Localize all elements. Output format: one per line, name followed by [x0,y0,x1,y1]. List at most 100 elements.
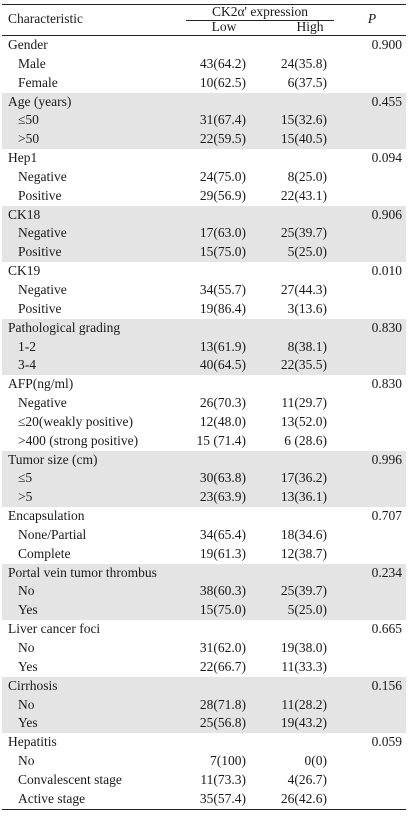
table-row: ≤20(weakly positive) 12(48.0) 13(52.0) [2,413,406,432]
subgroup-label: Positive [18,244,62,260]
characteristic-group: Age (years) 0.455 ≤50 31(67.4) 15(32.6) >50 22… [2,92,406,150]
low-count: 30(63.8) [199,470,246,486]
p-value: 0.906 [371,206,402,222]
high-count: 22(35.5) [280,357,327,373]
subgroup-label: No [18,753,35,769]
subgroup-label: ≤50 [18,112,39,128]
p-value: 0.707 [371,508,402,524]
group-label: Encapsulation [8,508,85,524]
table-row: Positive 29(56.9) 22(43.1) [2,187,406,206]
high-count: 22(43.1) [280,187,327,203]
subgroup-label: >50 [18,131,40,147]
group-header-row: AFP(ng/ml) 0.830 [2,375,406,394]
table-row: 3-4 40(64.5) 22(35.5) [2,356,406,375]
low-count: 24(75.0) [199,168,246,184]
table-bottom-rule [2,808,406,810]
low-count: 26(70.3) [199,395,246,411]
high-count: 19(43.2) [280,715,327,731]
characteristics-table: Characteristic CK2α' expression Low High… [2,4,406,810]
subgroup-label: Active stage [18,790,86,806]
low-count: 25(56.8) [199,715,246,731]
low-count: 7(100) [210,753,246,769]
subgroup-label: Negative [18,168,67,184]
high-count: 13(36.1) [280,489,327,505]
header-expression: CK2α' expression [211,4,309,19]
low-count: 34(65.4) [199,526,246,542]
group-label: Pathological grading [8,319,121,335]
low-count: 29(56.9) [199,187,246,203]
low-count: 40(64.5) [199,357,246,373]
group-label: CK19 [8,263,41,279]
group-header-row: Age (years) 0.455 [2,93,406,112]
subgroup-label: Positive [18,300,62,316]
table-row: Yes 25(56.8) 19(43.2) [2,714,406,733]
table-row: 1-2 13(61.9) 8(38.1) [2,338,406,357]
low-count: 12(48.0) [199,413,246,429]
group-label: Tumor size (cm) [8,451,98,467]
table-row: Active stage 35(57.4) 26(42.6) [2,790,406,809]
low-count: 13(61.9) [199,338,246,354]
characteristic-group: Tumor size (cm) 0.996 ≤5 30(63.8) 17(36.2) >5… [2,450,406,508]
characteristic-group: Pathological grading 0.830 1-2 13(61.9) 8(38… [2,318,406,376]
high-count: 19(38.0) [280,640,327,655]
high-count: 26(42.6) [280,790,327,806]
p-value: 0.830 [371,376,402,392]
low-count: 35(57.4) [199,790,246,806]
group-label: CK18 [8,206,41,222]
high-count: 4(26.7) [287,771,327,787]
group-header-row: Encapsulation 0.707 [2,507,406,526]
high-count: 18(34.6) [280,526,327,542]
subgroup-label: Yes [18,715,38,731]
characteristic-group: AFP(ng/ml) 0.830 Negative 26(70.3) 11(29.7) ≤… [2,375,406,450]
table-row: >400 (strong positive) 15 (71.4) 6 (28.6) [2,432,406,451]
p-value: 0.059 [371,734,402,750]
subgroup-label: No [18,583,35,599]
table-row: Female 10(62.5) 6(37.5) [2,74,406,93]
low-count: 19(61.3) [199,545,246,561]
subgroup-label: Negative [18,281,67,297]
p-value: 0.156 [371,677,402,693]
table-row: ≤5 30(63.8) 17(36.2) [2,469,406,488]
characteristic-group: CK19 0.010 Negative 34(55.7) 27(44.3) Positiv… [2,262,406,319]
subgroup-label: >5 [18,489,33,505]
high-count: 3(13.6) [287,300,327,316]
table-row: No 28(71.8) 11(28.2) [2,696,406,715]
table-body: Gender 0.900 Male 43(64.2) 24(35.8) Female 10(… [2,36,406,809]
group-label: Cirrhosis [8,677,58,693]
high-count: 5(25.0) [287,602,327,618]
high-count: 25(39.7) [280,583,327,599]
subgroup-label: Complete [18,545,71,561]
table-row: No 7(100) 0(0) [2,752,406,771]
low-count: 17(63.0) [199,225,246,241]
low-count: 43(64.2) [199,55,246,71]
low-count: 31(67.4) [199,112,246,128]
group-header-row: Tumor size (cm) 0.996 [2,451,406,470]
low-count: 28(71.8) [199,696,246,712]
table-row: Convalescent stage 11(73.3) 4(26.7) [2,771,406,790]
characteristic-group: Hepatitis 0.059 No 7(100) 0(0) Convalescent s… [2,733,406,808]
p-value: 0.900 [371,37,402,52]
table-row: Positive 19(86.4) 3(13.6) [2,300,406,319]
high-count: 5(25.0) [287,244,327,260]
low-count: 11(73.3) [200,771,246,787]
subgroup-label: None/Partial [18,526,87,542]
high-count: 17(36.2) [280,470,327,486]
group-header-row: Portal vein tumor thrombus 0.234 [2,564,406,583]
table-row: >5 23(63.9) 13(36.1) [2,488,406,507]
subgroup-label: 1-2 [18,338,36,354]
high-count: 6(37.5) [287,74,327,90]
group-header-row: Hep1 0.094 [2,149,406,168]
table-row: No 38(60.3) 25(39.7) [2,582,406,601]
low-count: 19(86.4) [199,300,246,316]
high-count: 8(25.0) [287,168,327,184]
low-count: 23(63.9) [199,489,246,505]
table-row: None/Partial 34(65.4) 18(34.6) [2,526,406,545]
p-value: 0.234 [371,564,402,580]
group-label: AFP(ng/ml) [8,376,74,392]
p-value: 0.996 [371,451,402,467]
low-count: 34(55.7) [199,281,246,297]
high-count: 15(32.6) [280,112,327,128]
high-count: 6 (28.6) [284,432,327,448]
table-row: Yes 22(66.7) 11(33.3) [2,658,406,677]
high-count: 0(0) [304,753,328,769]
